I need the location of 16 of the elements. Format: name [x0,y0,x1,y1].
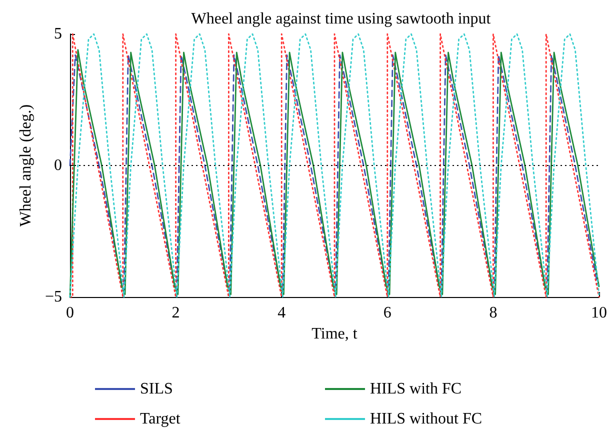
x-tick-label: 0 [66,304,74,322]
legend-label: HILS with FC [370,380,462,398]
x-tick-label: 6 [383,304,392,322]
x-tick-label: 10 [591,304,607,322]
x-tick-label: 4 [278,304,286,322]
chart-title: Wheel angle against time using sawtooth input [191,10,492,28]
y-tick-label: −5 [44,288,62,306]
x-tick-label: 8 [489,304,498,322]
y-axis-title: Wheel angle (deg.) [18,104,34,227]
legend-label: Target [140,410,181,428]
legend-label: HILS without FC [370,410,482,428]
x-axis-title: Time, t [312,325,358,342]
y-tick-label: 5 [54,26,62,42]
legend-label: SILS [140,380,173,398]
x-tick-label: 2 [172,304,180,322]
y-tick-label: 0 [54,157,62,174]
